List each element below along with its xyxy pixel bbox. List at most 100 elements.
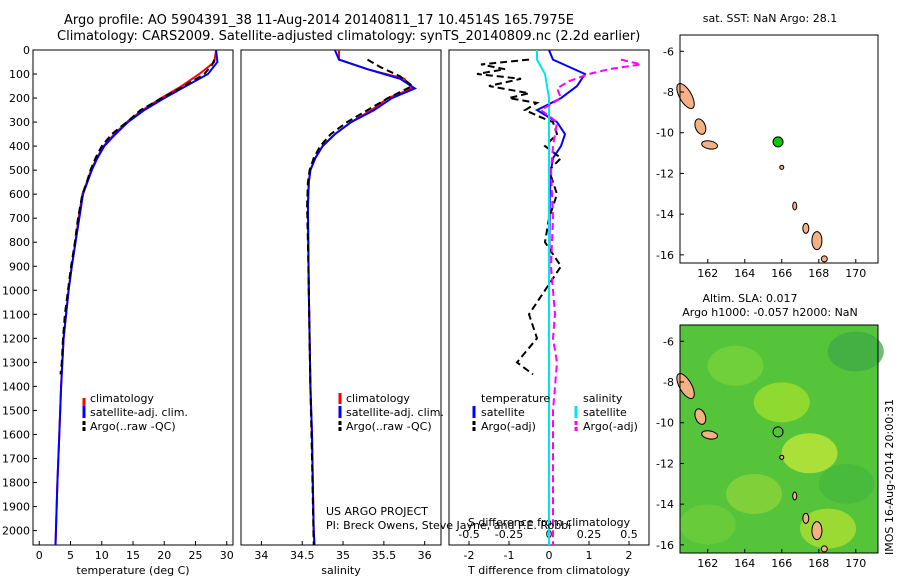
y-tick-label: 0	[23, 44, 30, 57]
legend-label-s-argo: Argo(-adj)	[583, 420, 638, 433]
argo-float-marker	[772, 136, 784, 148]
map-y-tick-label: -14	[656, 208, 674, 221]
series-line-salinity-argo-adj-	[539, 58, 642, 545]
island-shape	[701, 430, 719, 440]
x-tick-label: 0	[36, 549, 43, 562]
sla-map-panel: 162 164 166 168 170 -6 -8 -10 -12 -14 -16	[656, 324, 884, 570]
island-shape	[820, 255, 828, 263]
island-shape	[701, 140, 719, 150]
legend-label-t-argo: Argo(-adj)	[481, 420, 536, 433]
map-y-tick-label: -12	[656, 167, 674, 180]
legend-label-salinity: salinity	[583, 392, 623, 405]
y-tick-label: 400	[9, 140, 30, 153]
sla-anomaly-patch	[753, 382, 810, 423]
sla-map-title-line2: Argo h1000: -0.057 h2000: NaN	[682, 306, 858, 319]
y-tick-label: 100	[9, 68, 30, 81]
x-tick-label: 30	[220, 549, 234, 562]
sla-anomaly-patch	[679, 504, 736, 545]
map-y-tick-label: -8	[663, 376, 674, 389]
map-x-tick-label: 162	[697, 267, 718, 280]
legend-label-argo: Argo(..raw -QC)	[346, 420, 432, 433]
island-shape	[792, 491, 798, 501]
sla-anomaly-patch	[726, 473, 783, 514]
x-tick-label: 34.5	[290, 549, 315, 562]
map-x-tick-label: 164	[734, 557, 755, 570]
map-x-tick-label: 168	[808, 267, 829, 280]
map-frame	[679, 324, 879, 554]
island-shape	[694, 408, 707, 425]
legend-label-satellite: satellite-adj. clim.	[346, 406, 444, 419]
x-axis-label: T difference from climatology	[467, 564, 630, 577]
map-frame	[679, 34, 879, 264]
island-shape	[694, 118, 707, 135]
y-tick-label: 1600	[2, 428, 30, 441]
credits-project: US ARGO PROJECT	[326, 505, 428, 518]
x-tick-label: 35	[336, 549, 350, 562]
y-tick-label: 1000	[2, 284, 30, 297]
legend-label-temperature: temperature	[481, 392, 550, 405]
map-y-tick-label: -14	[656, 498, 674, 511]
figure-title-line1: Argo profile: AO 5904391_38 11-Aug-2014 …	[64, 13, 574, 28]
secondary-x-tick-label: 0.25	[577, 528, 602, 541]
x-tick-label: 5	[67, 549, 74, 562]
island-shape	[802, 512, 810, 524]
y-tick-label: 800	[9, 236, 30, 249]
island-shape	[792, 201, 798, 211]
y-tick-label: 1300	[2, 356, 30, 369]
x-tick-label: 35.5	[372, 549, 397, 562]
sst-map-title: sat. SST: NaN Argo: 28.1	[703, 12, 837, 25]
sla-anomaly-patch	[781, 433, 838, 474]
y-tick-label: 300	[9, 116, 30, 129]
x-tick-label: 15	[126, 549, 140, 562]
sla-anomaly-patch	[800, 508, 857, 549]
map-y-tick-label: -6	[663, 45, 674, 58]
x-tick-label: 0	[546, 549, 553, 562]
y-tick-label: 1500	[2, 404, 30, 417]
legend-label-argo: Argo(..raw -QC)	[90, 420, 176, 433]
map-y-tick-label: -10	[656, 417, 674, 430]
sla-map-title-line1: Altim. SLA: 0.017	[702, 292, 797, 305]
series-line-salinity-satellite	[536, 50, 550, 545]
x-axis-label: temperature (deg C)	[76, 564, 189, 577]
map-x-tick-label: 166	[771, 267, 792, 280]
legend-label-climatology: climatology	[90, 392, 154, 405]
salinity-panel: 34 34.5 35 35.5 36 salinity	[240, 49, 442, 577]
plot-frame	[32, 49, 234, 546]
credits-pi: PI: Breck Owens, Steve Jayne, and P.E. R…	[326, 519, 571, 532]
sla-anomaly-patch	[818, 463, 875, 504]
temperature-legend: climatology satellite-adj. clim. Argo(..…	[82, 392, 188, 433]
x-axis-label: salinity	[321, 564, 361, 577]
y-tick-label: 500	[9, 164, 30, 177]
sst-map-panel: 162 164 166 168 170 -6 -8 -10 -12 -14 -16	[656, 34, 879, 280]
y-tick-label: 1800	[2, 477, 30, 490]
y-tick-label: 1200	[2, 332, 30, 345]
y-tick-label: 1700	[2, 452, 30, 465]
map-x-tick-label: 170	[845, 557, 866, 570]
figure-title-line2: Climatology: CARS2009. Satellite-adjuste…	[57, 29, 641, 44]
y-tick-label: 600	[9, 188, 30, 201]
x-tick-label: 25	[189, 549, 203, 562]
island-shape	[779, 164, 785, 170]
map-x-tick-label: 164	[734, 267, 755, 280]
series-line-temperature-argo-adj-	[476, 58, 563, 376]
timestamp-label: IMOS 16-Aug-2014 20:00:31	[883, 399, 896, 555]
y-tick-label: 200	[9, 92, 30, 105]
y-tick-label: 1400	[2, 380, 30, 393]
argo-float-marker	[772, 426, 784, 438]
legend-label-satellite: satellite-adj. clim.	[90, 406, 188, 419]
secondary-x-tick-label: -0.25	[495, 528, 523, 541]
y-tick-label: 2000	[2, 525, 30, 538]
map-x-tick-label: 168	[808, 557, 829, 570]
island-shape	[811, 521, 823, 541]
map-y-tick-label: -16	[656, 249, 674, 262]
x-tick-label: 10	[95, 549, 109, 562]
map-y-tick-label: -6	[663, 335, 674, 348]
secondary-x-tick-label: -0.5	[458, 528, 479, 541]
series-group	[476, 50, 642, 545]
island-shape	[811, 231, 823, 251]
y-tick-label: 900	[9, 260, 30, 273]
difference-legend: temperature salinity satellite satellite…	[472, 392, 638, 433]
y-tick-label: 1100	[2, 308, 30, 321]
x-tick-label: 34	[254, 549, 268, 562]
